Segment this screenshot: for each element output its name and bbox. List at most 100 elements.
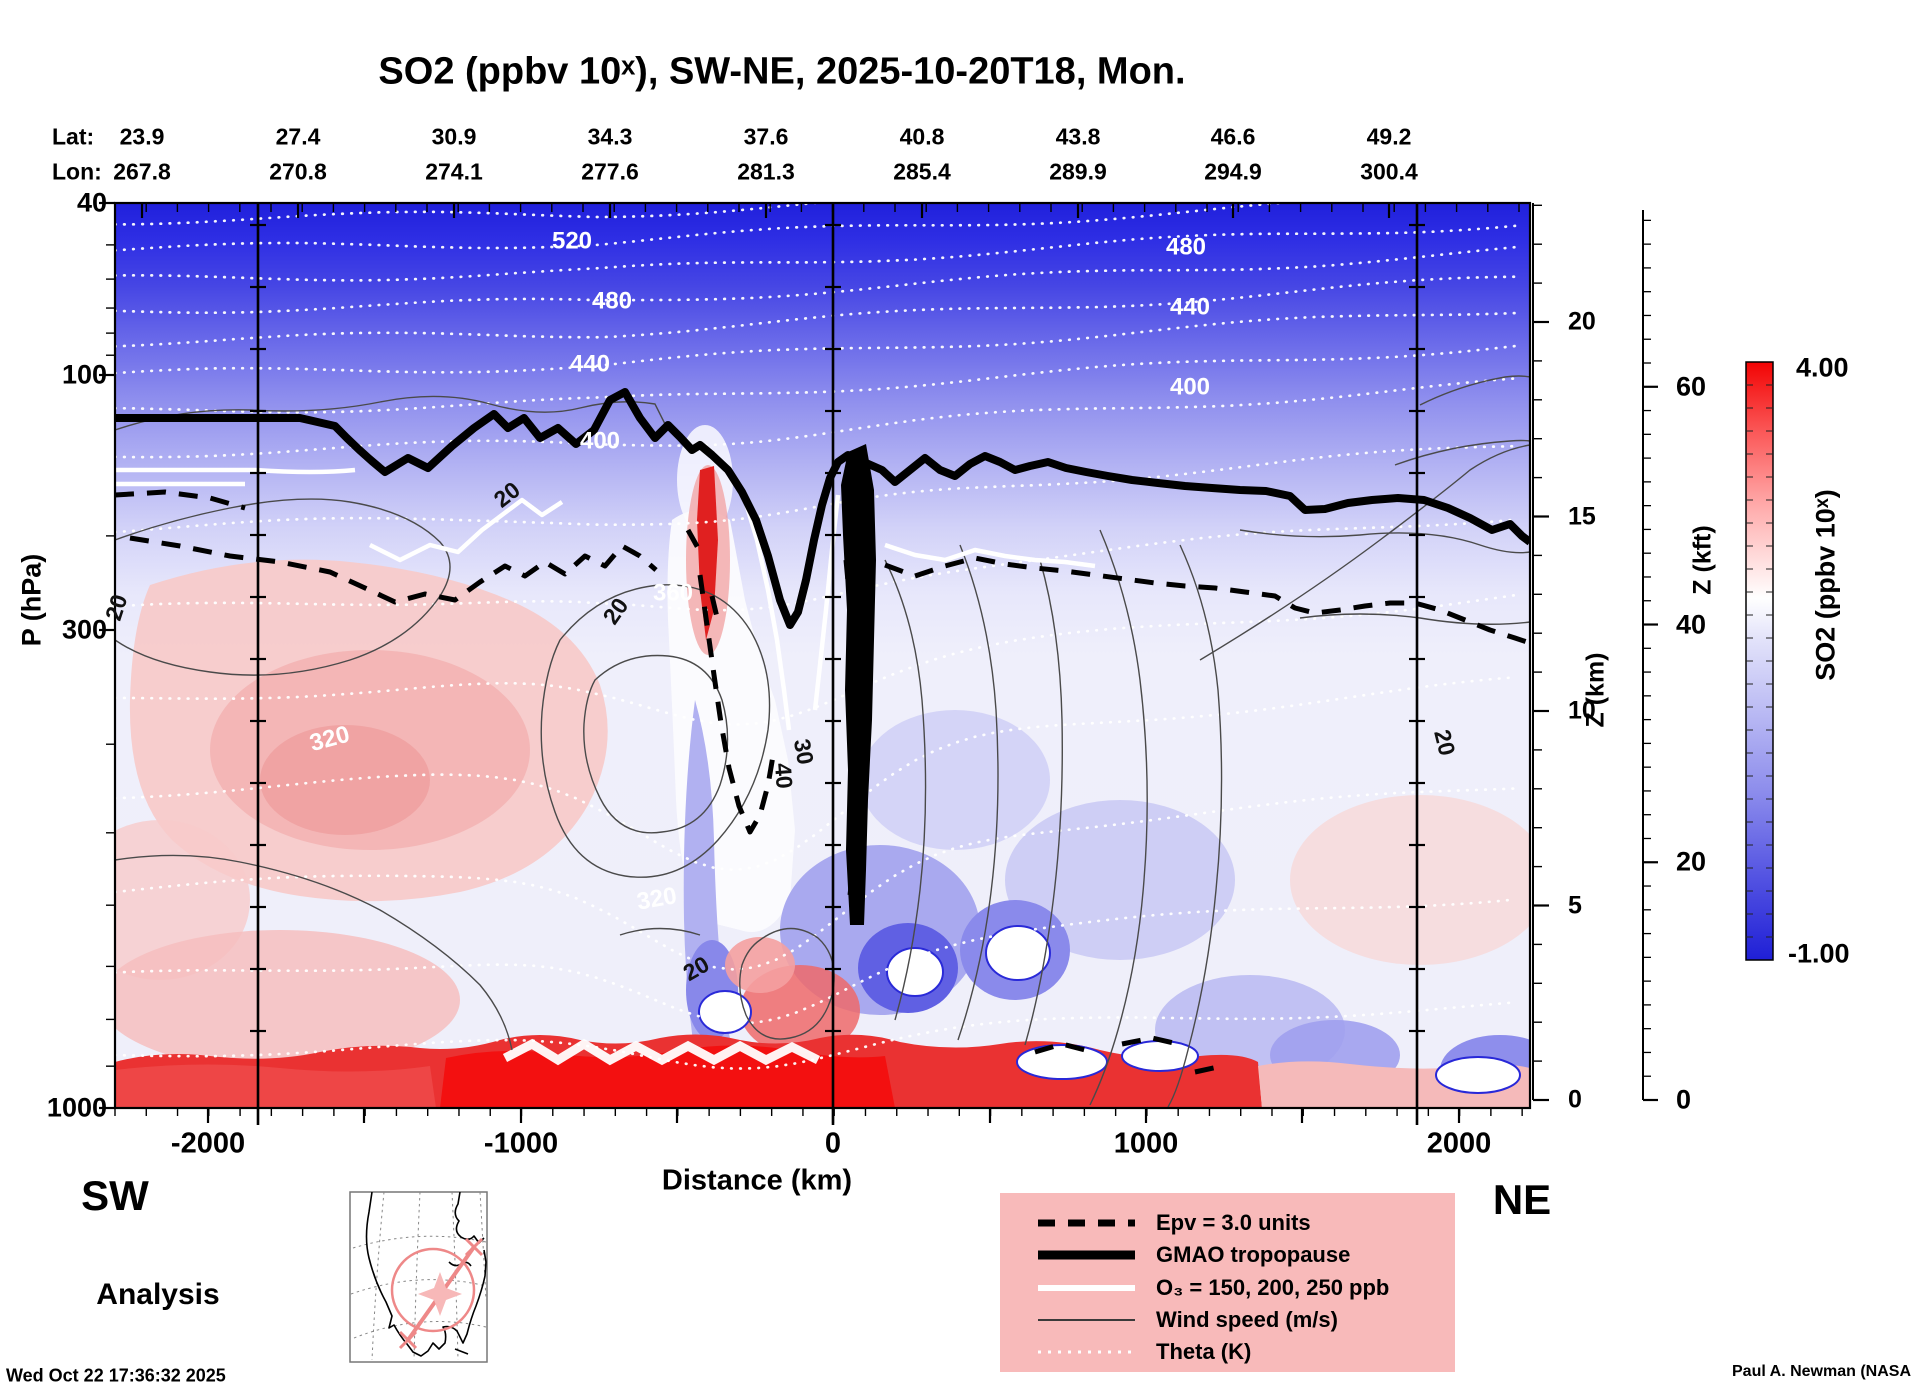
height-kft-axis (1642, 210, 1658, 1102)
height-km-axis (1532, 203, 1549, 1102)
lon-value: 289.9 (1049, 158, 1107, 185)
wind-speed-label: 30 (789, 737, 819, 767)
theta-contour (115, 898, 1517, 1025)
wind-speed-label: 40 (770, 762, 798, 789)
lat-value: 34.3 (587, 123, 633, 150)
theta-contour (115, 245, 1517, 315)
theta-label: 480 (592, 287, 632, 314)
colorbar-max-label: 4.00 (1796, 352, 1849, 383)
so2-pink-ne (1290, 795, 1530, 965)
height-km-tick-label: 20 (1568, 307, 1596, 336)
theta-contour (115, 377, 1517, 459)
waypoint-reference-lines (250, 203, 1425, 1125)
map-coastline (365, 1192, 487, 1357)
theta-label: 520 (1168, 180, 1208, 207)
height-km-tick-label: 15 (1568, 502, 1596, 530)
distance-tick-label: 2000 (1426, 1127, 1492, 1160)
height-kft-tick-label: 40 (1676, 609, 1707, 640)
lon-value: 267.8 (113, 158, 171, 185)
analysis-label: Analysis (96, 1278, 220, 1311)
theta-label: 480 (1166, 233, 1206, 260)
distance-tick-label: -2000 (170, 1127, 246, 1160)
lon-value: 277.6 (581, 158, 639, 185)
lon-value: 294.9 (1204, 158, 1262, 185)
creation-timestamp: Wed Oct 22 17:36:32 2025 (6, 1365, 226, 1386)
lon-value: 281.3 (737, 158, 795, 185)
colorbar (1745, 361, 1774, 961)
theta-label: 360 (653, 579, 693, 606)
height-km-tick-label: 5 (1568, 891, 1582, 919)
theta-contour (115, 444, 1517, 534)
so2-overrange-white-zigzag (502, 1038, 821, 1066)
pressure-tick-label: 40 (76, 187, 107, 218)
so2-underrange-hole (985, 925, 1051, 981)
colorbar-axis-title: SO2 (ppbv 10ˣ) (1810, 489, 1841, 681)
lat-value: 49.2 (1366, 123, 1412, 150)
so2-underrange-hole (886, 947, 944, 997)
legend-item-label: O₃ = 150, 200, 250 ppb (1156, 1274, 1390, 1300)
height-kft-tick-label: 20 (1676, 846, 1707, 877)
colorbar-min-label: -1.00 (1788, 938, 1850, 969)
legend-item-dashed-black: Epv = 3.0 units (1000, 1210, 1455, 1236)
theta-label: 440 (1170, 293, 1210, 320)
legend-item-thin-dark: Wind speed (m/s) (1000, 1307, 1455, 1333)
theta-label: 440 (570, 350, 610, 377)
legend-line-sample (1038, 1350, 1135, 1354)
legend-item-thick-white: O₃ = 150, 200, 250 ppb (1000, 1275, 1455, 1301)
pressure-axis-ticks (99, 201, 115, 1110)
pressure-tick-label: 1000 (46, 1092, 107, 1123)
height-kft-tick-label: 0 (1676, 1084, 1692, 1115)
legend-line-sample (1038, 1250, 1135, 1260)
sw-corner-label: SW (81, 1172, 149, 1219)
distance-tick-label: 0 (824, 1127, 842, 1160)
map-inset-frame (349, 1191, 488, 1363)
lat-value: 27.4 (275, 123, 321, 150)
distance-tick-label: -1000 (483, 1127, 559, 1160)
lon-value: 270.8 (269, 158, 327, 185)
page-title: SO2 (ppbv 10ˣ), SW-NE, 2025-10-20T18, Mo… (378, 50, 1186, 93)
tropopause-fold-bar (841, 444, 876, 925)
legend-item-label: GMAO tropopause (1156, 1242, 1351, 1268)
theta-label: 520 (552, 227, 592, 254)
theta-label: 400 (1170, 373, 1210, 400)
contour-value-labels: 5204804404003603203205204804404002020204… (100, 180, 1461, 986)
height-km-tick-label: 10 (1568, 696, 1596, 725)
plot-legend: Epv = 3.0 units GMAO tropopause O₃ = 150, … (1000, 1193, 1455, 1372)
height-kft-axis-title: Z (kft) (1688, 525, 1717, 595)
legend-item-dotted-white: Theta (K) (1000, 1339, 1455, 1365)
theta-contour (115, 275, 1517, 348)
so2-pink-core2 (260, 725, 430, 835)
legend-item-label: Wind speed (m/s) (1156, 1306, 1338, 1332)
so2-surface-red-left (115, 1064, 436, 1108)
wind-speed-label: 20 (1429, 727, 1460, 758)
pressure-tick-label: 100 (61, 359, 107, 390)
so2-underrange-hole (1016, 1044, 1108, 1080)
pressure-axis-title: P (hPa) (16, 553, 47, 647)
lat-value: 43.8 (1055, 123, 1101, 150)
map-track-endpoint-x-icon (398, 1237, 484, 1350)
map-range-circle (390, 1247, 476, 1333)
legend-line-sample (1038, 1284, 1135, 1291)
lon-value: 285.4 (893, 158, 951, 185)
bottom-axis-ticks (114, 1108, 1523, 1123)
lon-value: 274.1 (425, 158, 483, 185)
theta-contour (115, 203, 1299, 252)
so2-pink-left-low (115, 930, 460, 1070)
lat-value: 23.9 (119, 123, 165, 150)
distance-tick-label: 1000 (1113, 1127, 1179, 1160)
lat-value: 37.6 (743, 123, 789, 150)
legend-item-thick-black: GMAO tropopause (1000, 1242, 1455, 1268)
theta-contour (115, 675, 1517, 872)
lat-value: 40.8 (899, 123, 945, 150)
height-km-axis-title: Z (km) (1581, 652, 1610, 728)
legend-item-label: Epv = 3.0 units (1156, 1210, 1311, 1235)
credit-text: Paul A. Newman (NASA (1732, 1363, 1911, 1380)
lat-row-prefix: Lat: (52, 123, 95, 150)
theta-contour (115, 518, 1517, 612)
tropopause-line (115, 388, 1530, 629)
ne-corner-label: NE (1492, 1176, 1552, 1223)
lat-value: 46.6 (1210, 123, 1256, 150)
wind-speed-contours (115, 375, 1530, 1108)
